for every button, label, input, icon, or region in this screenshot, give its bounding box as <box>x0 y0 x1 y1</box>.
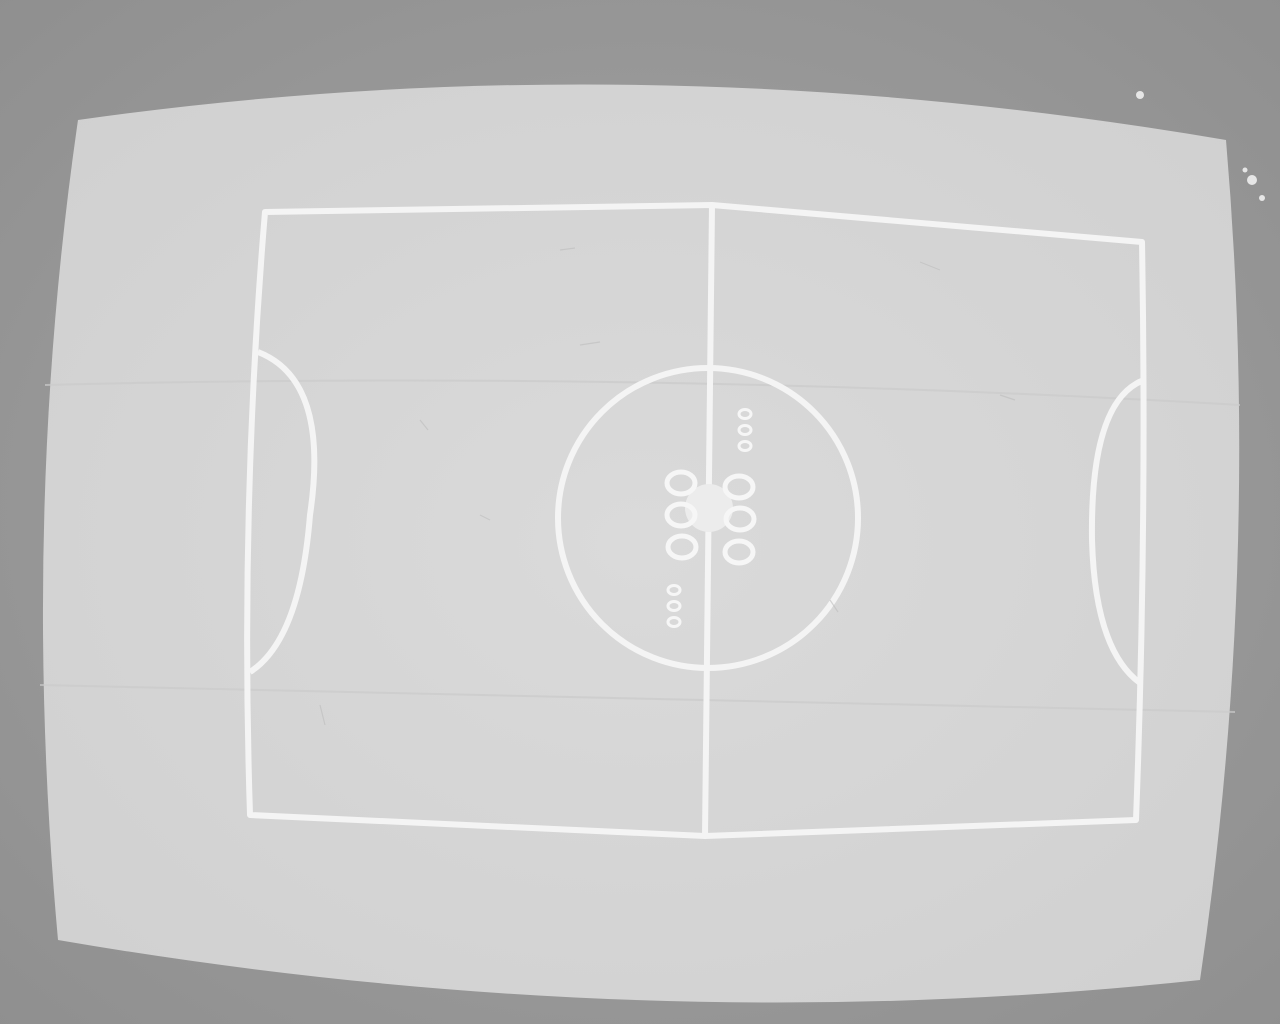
marker-ring <box>722 538 756 566</box>
small-marker-ring <box>737 440 753 452</box>
surface-scuffs <box>319 247 1016 726</box>
marker-ring <box>665 533 699 561</box>
small-marker-ring <box>737 424 753 436</box>
left-team-markers <box>664 469 699 561</box>
projection-surface <box>42 84 1240 1003</box>
right-team-markers <box>722 473 757 566</box>
small-marker-ring <box>737 408 753 420</box>
field-boundary <box>244 202 1147 839</box>
center-spot <box>685 484 733 532</box>
surface-seam-lower <box>39 684 1236 713</box>
small-markers-lower <box>666 584 682 628</box>
small-marker-ring <box>666 584 682 596</box>
small-marker-ring <box>666 616 682 628</box>
marker-ring <box>664 469 698 497</box>
right-penalty-arc <box>1088 377 1146 686</box>
center-circle <box>555 365 861 671</box>
backdrop-specks <box>1136 91 1265 201</box>
marker-ring <box>664 501 698 529</box>
small-markers-upper <box>737 408 753 452</box>
marker-ring <box>723 505 757 533</box>
left-penalty-arc <box>248 349 318 675</box>
marker-ring <box>722 473 756 501</box>
small-marker-ring <box>666 600 682 612</box>
